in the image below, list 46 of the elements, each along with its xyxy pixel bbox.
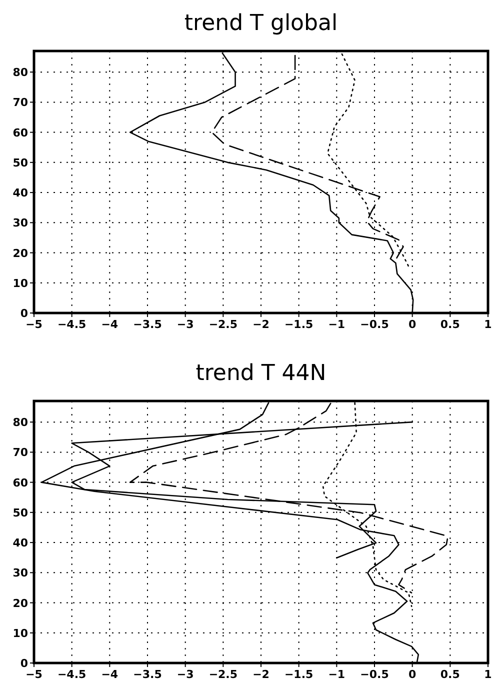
x-tick-label: −3: [176, 318, 194, 331]
x-tick-label: 1: [484, 318, 492, 331]
y-tick-label: 10: [12, 276, 28, 290]
x-tick-label: −1.5: [284, 318, 314, 331]
y-tick-label: 40: [12, 186, 28, 200]
y-tick-label: 40: [12, 536, 28, 550]
x-tick-label: −2: [252, 318, 270, 331]
chart-title: trend T global: [184, 11, 338, 36]
x-tick-label: −3.5: [133, 668, 162, 681]
x-tick-label: −5: [26, 318, 42, 331]
x-tick-label: −0.5: [360, 668, 389, 681]
y-tick-label: 50: [12, 156, 28, 170]
x-tick-label: −4.5: [57, 668, 86, 681]
x-tick-label: −2: [252, 668, 270, 681]
x-tick-label: 0.5: [440, 318, 460, 331]
y-tick-label: 80: [12, 66, 28, 80]
x-tick-label: −1.5: [284, 668, 314, 681]
y-tick-label: 70: [12, 96, 28, 110]
y-tick-label: 0: [20, 307, 28, 320]
x-tick-label: −1: [328, 318, 346, 331]
y-tick-label: 60: [12, 126, 28, 140]
y-tick-label: 60: [12, 476, 28, 490]
x-tick-label: −2.5: [208, 668, 238, 681]
x-tick-label: 1: [484, 668, 492, 681]
y-tick-label: 10: [12, 626, 28, 640]
y-tick-label: 20: [12, 246, 28, 260]
x-tick-label: −3.5: [133, 318, 162, 331]
y-tick-label: 0: [20, 657, 28, 670]
y-tick-label: 80: [12, 416, 28, 430]
x-tick-label: −4: [101, 668, 118, 681]
x-tick-label: −4.5: [57, 318, 86, 331]
x-tick-label: −0.5: [360, 318, 389, 331]
y-tick-label: 70: [12, 446, 28, 460]
x-tick-label: 0: [408, 668, 417, 681]
x-tick-label: −1: [328, 668, 346, 681]
x-tick-label: −2.5: [208, 318, 238, 331]
y-tick-label: 30: [12, 216, 28, 230]
x-tick-label: 0: [408, 318, 417, 331]
y-tick-label: 30: [12, 566, 28, 580]
x-tick-label: −4: [101, 318, 118, 331]
chart-title: trend T 44N: [196, 361, 326, 386]
x-tick-label: 0.5: [440, 668, 460, 681]
y-tick-label: 20: [12, 596, 28, 610]
x-tick-label: −3: [176, 668, 194, 681]
x-tick-label: −5: [26, 668, 42, 681]
y-tick-label: 50: [12, 506, 28, 520]
